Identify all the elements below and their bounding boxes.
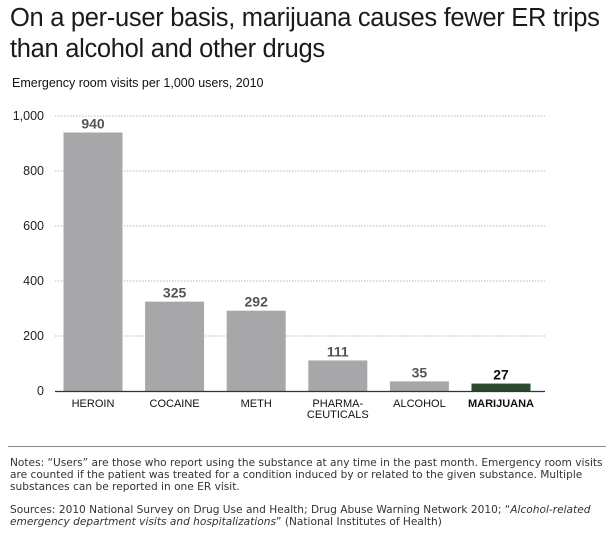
x-tick-label: MARIJUANA (468, 398, 534, 410)
bar (145, 301, 205, 391)
bar-value-label: 111 (327, 343, 349, 359)
bar-chart: 0 200 400 600 800 1,000 940 HEROIN 325 COCAINE 292… (13, 109, 545, 421)
sources-title: Alcohol-related emergency department vis… (10, 503, 591, 528)
bar (226, 310, 286, 391)
notes-divider (8, 446, 606, 447)
notes-block: Notes: “Users” are those who report usin… (10, 457, 606, 528)
bar-value-label: 27 (493, 367, 509, 383)
bar (63, 132, 123, 391)
bar-value-label: 292 (245, 294, 269, 310)
x-tick-label: PHARMA-CEUTICALS (307, 398, 369, 421)
sources-text: Sources: 2010 National Survey on Drug Us… (10, 504, 606, 528)
x-tick-label: HEROIN (72, 398, 115, 410)
bar (471, 383, 531, 391)
chart-title: On a per-user basis, marijuana causes fe… (10, 4, 600, 63)
x-tick-label: COCAINE (150, 398, 200, 410)
sources-prefix: Sources: 2010 National Survey on Drug Us… (10, 503, 511, 516)
bar-value-label: 325 (163, 285, 187, 301)
x-tick-label: METH (241, 398, 272, 410)
notes-text: Notes: “Users” are those who report usin… (10, 457, 603, 494)
sources-suffix: ” (National Institutes of Health) (275, 515, 442, 528)
y-tick-label: 600 (23, 219, 44, 233)
bar-value-label: 35 (412, 364, 428, 380)
y-tick-label: 1,000 (13, 109, 44, 123)
y-tick-label: 0 (37, 384, 44, 398)
bar-value-label: 940 (81, 116, 105, 132)
chart-subtitle: Emergency room visits per 1,000 users, 2… (12, 76, 264, 90)
y-tick-label: 400 (23, 274, 44, 288)
y-tick-label: 800 (23, 164, 44, 178)
bar (308, 360, 368, 391)
x-tick-label: ALCOHOL (393, 398, 446, 410)
y-tick-label: 200 (23, 329, 44, 343)
bar (389, 381, 449, 391)
